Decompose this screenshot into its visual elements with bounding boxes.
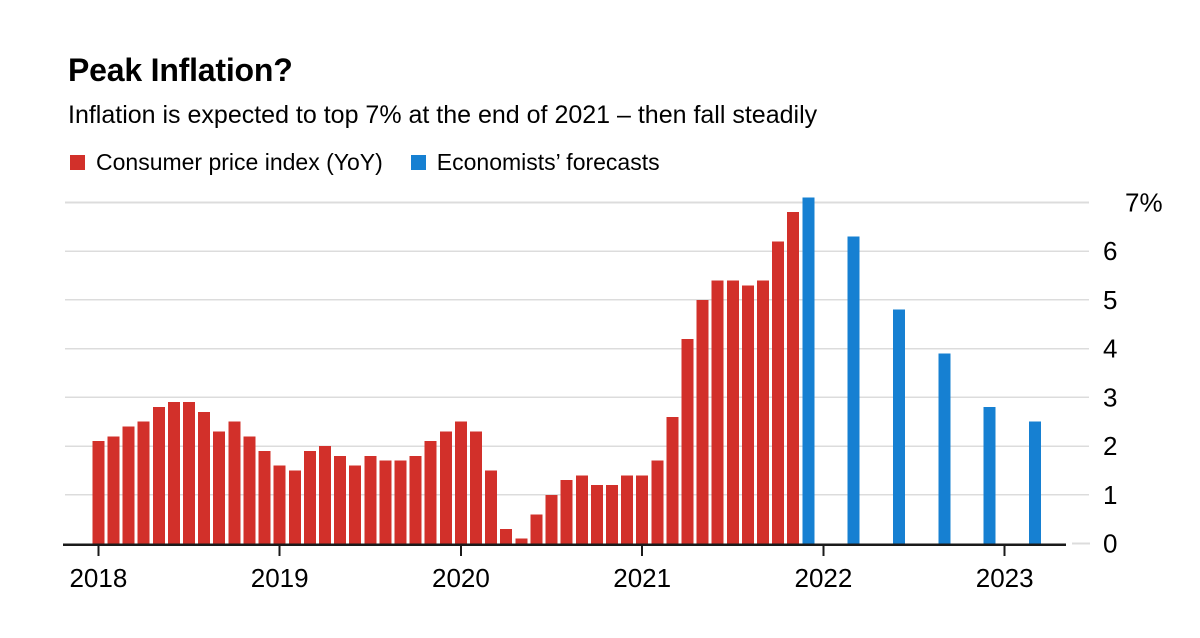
red-square-swatch-icon — [70, 155, 85, 170]
year-label: 2023 — [976, 563, 1034, 593]
cpi-bar — [198, 411, 211, 544]
cpi-bar — [107, 436, 120, 544]
cpi-bar — [757, 280, 770, 544]
cpi-bar — [470, 431, 483, 544]
cpi-bar — [318, 446, 331, 544]
cpi-bar — [515, 538, 528, 544]
cpi-bar — [424, 441, 437, 544]
cpi-bar — [349, 465, 362, 544]
y-axis-label: 6 — [1103, 236, 1117, 266]
y-axis-label: 1 — [1103, 480, 1117, 510]
legend-label-forecasts: Economists’ forecasts — [436, 149, 660, 175]
legend-item-forecasts: Economists’ forecasts — [410, 149, 660, 176]
y-axis-label: 7% — [1125, 188, 1163, 218]
cpi-bar — [258, 450, 271, 544]
y-axis-label: 5 — [1103, 285, 1117, 315]
cpi-bar — [741, 285, 754, 544]
cpi-bar — [726, 280, 739, 544]
chart-subtitle: Inflation is expected to top 7% at the e… — [68, 101, 818, 129]
cpi-bar — [621, 475, 634, 544]
cpi-bar — [530, 514, 543, 544]
cpi-bar — [590, 485, 603, 544]
cpi-bar — [137, 421, 150, 544]
cpi-bar — [560, 480, 573, 544]
y-axis-label: 0 — [1103, 529, 1117, 559]
year-label: 2019 — [251, 563, 309, 593]
legend-item-cpi: Consumer price index (YoY) — [70, 149, 383, 176]
cpi-bar — [213, 431, 226, 544]
cpi-bar — [500, 528, 513, 544]
cpi-bar — [454, 421, 467, 544]
forecast-bar — [892, 309, 905, 544]
cpi-bar — [288, 470, 301, 544]
cpi-bar — [666, 416, 679, 544]
cpi-bar — [409, 455, 422, 544]
cpi-bar — [122, 426, 135, 544]
page-title: Peak Inflation? — [68, 52, 293, 88]
cpi-bar — [696, 299, 709, 544]
y-axis-label: 3 — [1103, 382, 1117, 412]
year-label: 2021 — [613, 563, 671, 593]
forecast-bar — [802, 197, 815, 544]
cpi-bar — [228, 421, 241, 544]
forecast-bar — [847, 236, 860, 544]
forecast-bar — [938, 353, 951, 544]
cpi-bar — [651, 460, 664, 544]
forecast-bar — [1028, 421, 1041, 544]
chart-legend: Consumer price index (YoY) Economists’ f… — [70, 149, 660, 176]
y-axis-label: 2 — [1103, 431, 1117, 461]
cpi-bar — [167, 402, 180, 544]
cpi-bar — [439, 431, 452, 544]
cpi-bar — [273, 465, 286, 544]
legend-label-cpi: Consumer price index (YoY) — [96, 149, 383, 175]
cpi-bar — [243, 436, 256, 544]
cpi-bar — [605, 485, 618, 544]
cpi-bar — [152, 407, 165, 544]
cpi-bar — [364, 455, 377, 544]
cpi-bar — [485, 470, 498, 544]
cpi-bar — [636, 475, 649, 544]
year-label: 2022 — [795, 563, 853, 593]
cpi-bar — [92, 441, 105, 544]
cpi-bar — [183, 402, 196, 544]
y-axis-label: 4 — [1103, 334, 1117, 364]
cpi-bar — [711, 280, 724, 544]
cpi-bar — [787, 212, 800, 544]
blue-square-swatch-icon — [410, 155, 426, 170]
cpi-bar — [334, 455, 347, 544]
forecast-bar — [983, 407, 996, 544]
cpi-bar — [772, 241, 785, 544]
cpi-bar — [394, 460, 407, 544]
cpi-bar — [575, 475, 588, 544]
cpi-bar — [545, 494, 558, 544]
cpi-bar — [379, 460, 392, 544]
cpi-bar — [303, 450, 316, 544]
year-label: 2018 — [69, 563, 127, 593]
year-label: 2020 — [432, 563, 490, 593]
cpi-bar — [681, 338, 694, 544]
